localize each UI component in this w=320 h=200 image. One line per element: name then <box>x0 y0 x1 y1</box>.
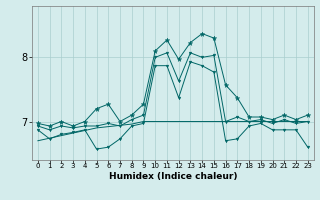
X-axis label: Humidex (Indice chaleur): Humidex (Indice chaleur) <box>108 172 237 181</box>
